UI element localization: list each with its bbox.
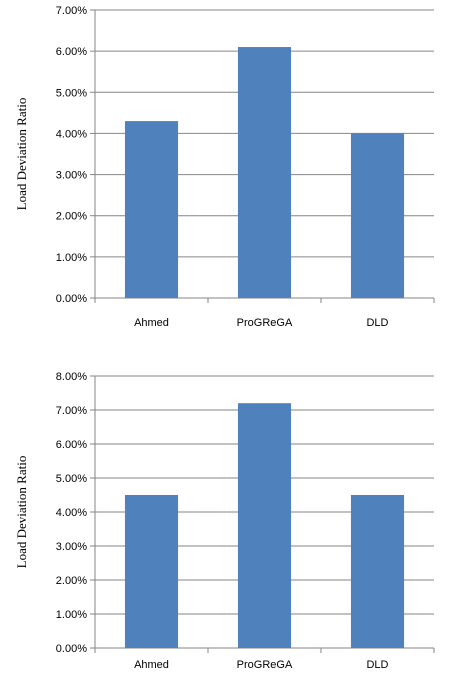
x-tick-label: DLD (366, 317, 388, 329)
y-tick-label: 5.00% (56, 473, 87, 485)
x-tick-label: Ahmed (134, 659, 169, 671)
y-tick-label: 1.00% (56, 609, 87, 621)
y-tick-label: 0.00% (56, 643, 87, 655)
bar-chart-2: 0.00% 1.00% 2.00% 3.00% 4.00% 5.00% 6.00% 7.00%… (14, 371, 435, 671)
x-tick-label: Ahmed (134, 317, 169, 329)
x-tick-label: ProGReGA (237, 317, 293, 329)
x-tick-label: ProGReGA (237, 659, 293, 671)
y-tick-label: 2.00% (56, 575, 87, 587)
bar-ahmed (124, 121, 179, 298)
y-tick-label: 6.00% (56, 439, 87, 451)
y-tick-label: 0.00% (56, 293, 87, 305)
y-tick-label: 7.00% (56, 5, 87, 17)
y-axis-title: Load Deviation Ratio (14, 456, 29, 569)
y-tick-label: 3.00% (56, 541, 87, 553)
y-axis-title: Load Deviation Ratio (14, 98, 29, 211)
y-tick-label: 1.00% (56, 252, 87, 264)
y-tick-label: 5.00% (56, 87, 87, 99)
y-tick-label: 6.00% (56, 46, 87, 58)
y-tick-label: 8.00% (56, 371, 87, 383)
bar-chart-1: 0.00% 1.00% 2.00% 3.00% 4.00% 5.00% 6.00% 7.00%… (14, 5, 435, 329)
bar-dld (350, 133, 405, 298)
y-tick-label: 2.00% (56, 211, 87, 223)
bar-dld (350, 495, 405, 648)
y-tick-label: 3.00% (56, 170, 87, 182)
bar-ahmed (124, 495, 179, 648)
bar-progrega (237, 403, 292, 648)
y-tick-label: 4.00% (56, 507, 87, 519)
x-tick-label: DLD (366, 659, 388, 671)
bar-progrega (237, 47, 292, 299)
y-tick-label: 4.00% (56, 128, 87, 140)
y-tick-label: 7.00% (56, 405, 87, 417)
